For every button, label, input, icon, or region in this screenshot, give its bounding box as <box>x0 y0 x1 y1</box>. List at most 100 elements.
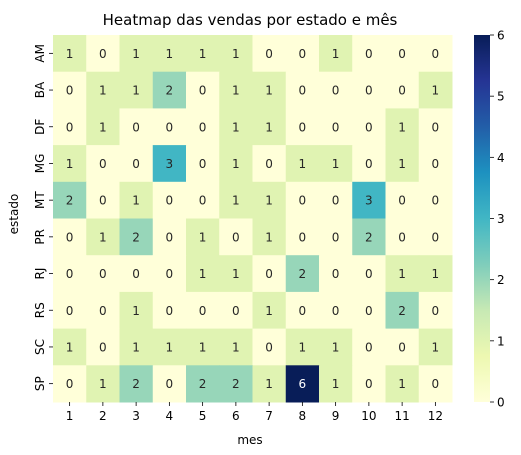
cell-value-label: 0 <box>332 194 340 208</box>
heatmap-cell <box>86 181 120 219</box>
cell-value-label: 1 <box>99 377 107 391</box>
heatmap-cell <box>219 365 253 403</box>
y-axis-label: estado <box>7 194 21 235</box>
cell-value-label: 0 <box>199 84 207 98</box>
colorbar-tick-label: 2 <box>497 273 505 287</box>
heatmap-cell <box>219 218 253 256</box>
heatmap-cell <box>352 365 386 403</box>
cell-value-label: 0 <box>132 267 140 281</box>
heatmap-cell <box>252 328 287 366</box>
cell-value-label: 1 <box>398 267 406 281</box>
heatmap-cell <box>385 365 420 403</box>
heatmap-cell <box>285 35 320 73</box>
y-tick-label: SC <box>33 339 47 355</box>
y-tick-label: BA <box>33 81 47 98</box>
colorbar-tick-label: 4 <box>497 151 505 165</box>
heatmap-cell <box>86 145 120 183</box>
heatmap-cell <box>53 291 87 330</box>
heatmap-cell <box>352 181 386 219</box>
cell-value-label: 0 <box>166 304 174 318</box>
cell-value-label: 0 <box>166 194 174 208</box>
cell-value-label: 6 <box>299 377 307 391</box>
cell-value-label: 0 <box>265 340 273 354</box>
heatmap-cell <box>152 218 187 256</box>
cell-value-label: 0 <box>365 267 373 281</box>
heatmap-cell <box>418 181 453 219</box>
heatmap-cell <box>319 255 353 293</box>
cell-value-label: 0 <box>66 304 74 318</box>
cell-value-label: 0 <box>132 120 140 134</box>
cell-value-label: 1 <box>232 84 240 98</box>
heatmap-cell <box>152 365 187 403</box>
cell-value-label: 1 <box>265 230 273 244</box>
y-tick-label: AM <box>33 44 47 63</box>
cell-value-label: 0 <box>99 340 107 354</box>
y-tick-label: DF <box>33 119 47 135</box>
cell-value-label: 0 <box>398 84 406 98</box>
heatmap-cell <box>319 365 353 403</box>
heatmap-cell <box>418 365 453 403</box>
heatmap-cell <box>152 108 187 146</box>
y-tick-label: RS <box>33 302 47 318</box>
cell-value-label: 2 <box>166 84 174 98</box>
x-tick-label: 12 <box>428 409 443 423</box>
cell-value-label: 1 <box>66 340 74 354</box>
cell-value-label: 1 <box>432 340 440 354</box>
x-axis-label: mes <box>237 433 262 447</box>
colorbar-tick-label: 0 <box>497 396 505 410</box>
heatmap-cell <box>119 35 154 73</box>
cell-value-label: 0 <box>398 230 406 244</box>
heatmap-cell <box>352 35 386 73</box>
x-tick-label: 3 <box>132 409 140 423</box>
heatmap-cell <box>352 108 386 146</box>
y-axis-ticks: AM BA DF MG MT PR RJ RS SC SP <box>33 44 53 391</box>
cell-value-label: 0 <box>332 84 340 98</box>
cell-value-label: 1 <box>232 120 240 134</box>
cell-value-label: 2 <box>299 267 307 281</box>
heatmap-cell <box>186 218 220 256</box>
colorbar-ticks: 0 1 2 3 4 5 6 <box>490 29 505 410</box>
cell-value-label: 3 <box>166 157 174 171</box>
cell-value-label: 1 <box>332 157 340 171</box>
cell-value-label: 1 <box>265 304 273 318</box>
cell-value-label: 0 <box>199 304 207 318</box>
heatmap-cell <box>152 145 187 183</box>
colorbar <box>474 35 490 402</box>
heatmap-cell <box>352 255 386 293</box>
cell-value-label: 0 <box>132 157 140 171</box>
heatmap-cell <box>152 35 187 73</box>
cell-value-label: 0 <box>332 230 340 244</box>
heatmap-cell <box>186 365 220 403</box>
heatmap-cell <box>385 71 420 109</box>
heatmap-cell <box>152 291 187 330</box>
heatmap-cell <box>319 108 353 146</box>
cell-value-label: 0 <box>299 230 307 244</box>
colorbar-tick-label: 6 <box>497 29 505 43</box>
heatmap-cell <box>319 71 353 109</box>
cell-value-label: 2 <box>199 377 207 391</box>
heatmap-cell <box>252 181 287 219</box>
heatmap-cell <box>352 145 386 183</box>
heatmap-cell <box>385 181 420 219</box>
cell-value-label: 0 <box>99 47 107 61</box>
x-tick-label: 7 <box>265 409 273 423</box>
heatmap-cell <box>418 218 453 256</box>
cell-value-label: 0 <box>398 194 406 208</box>
heatmap-cell <box>252 108 287 146</box>
heatmap-cell <box>152 181 187 219</box>
heatmap-cell <box>319 35 353 73</box>
heatmap-cell <box>418 35 453 73</box>
heatmap-cell <box>86 291 120 330</box>
heatmap-cell <box>186 328 220 366</box>
heatmap-cell <box>53 108 87 146</box>
heatmap-cell <box>119 328 154 366</box>
heatmap-cell <box>352 71 386 109</box>
heatmap-cell <box>385 108 420 146</box>
chart-title: Heatmap das vendas por estado e mês <box>103 11 398 29</box>
cell-value-label: 0 <box>166 120 174 134</box>
cell-value-label: 1 <box>332 47 340 61</box>
cell-value-label: 1 <box>398 377 406 391</box>
cell-value-label: 1 <box>432 267 440 281</box>
cell-value-label: 0 <box>365 84 373 98</box>
cell-value-label: 0 <box>66 84 74 98</box>
